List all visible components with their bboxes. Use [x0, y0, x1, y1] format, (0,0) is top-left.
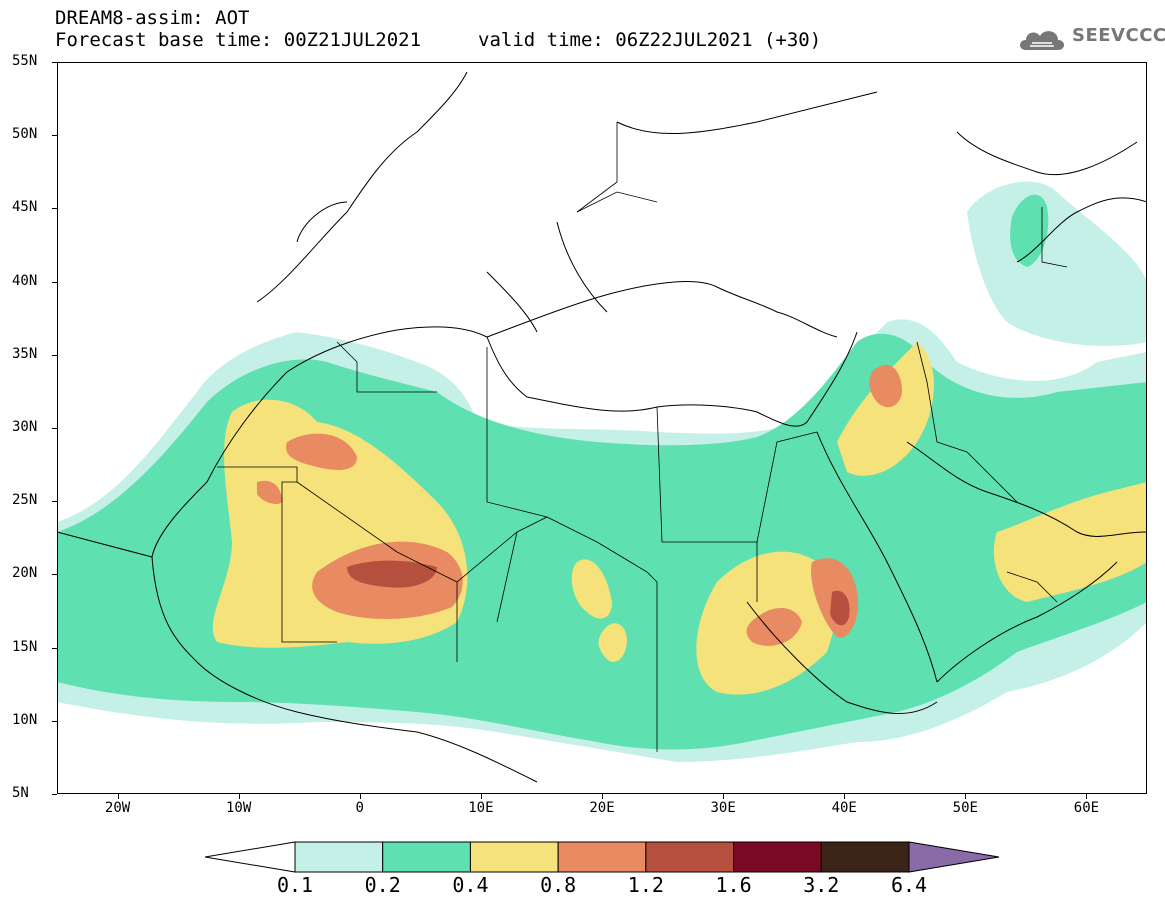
map-title: DREAM8-assim: AOT — [55, 7, 250, 29]
lon-label: 50E — [952, 800, 978, 816]
lon-tick — [117, 794, 119, 799]
lon-label: 20E — [589, 800, 615, 816]
colorbar-box — [382, 841, 471, 873]
colorbar-label: 1.2 — [627, 873, 664, 897]
lat-label: 5N — [12, 785, 29, 801]
lat-tick — [52, 647, 57, 649]
lat-tick — [52, 354, 57, 356]
lon-label: 30E — [710, 800, 736, 816]
lat-tick — [52, 794, 57, 795]
lon-tick — [1086, 794, 1088, 799]
lon-label: 10E — [468, 800, 494, 816]
colorbar-box — [733, 841, 822, 873]
colorbar-label: 0.8 — [540, 873, 577, 897]
lat-label: 25N — [12, 492, 38, 509]
lon-label: 60E — [1073, 800, 1100, 816]
lon-tick — [965, 794, 967, 799]
lat-label: 35N — [12, 345, 38, 362]
lon-label: 0 — [355, 800, 364, 816]
lat-label: 50N — [12, 126, 38, 143]
country-borders — [217, 122, 1068, 752]
colorbar-box — [294, 841, 384, 873]
colorbar-low-triangle — [205, 841, 296, 873]
lat-tick — [52, 501, 57, 503]
logo-text: SEEVCCC — [1072, 25, 1165, 46]
lat-label: 30N — [12, 419, 38, 435]
colorbar-box — [645, 841, 735, 873]
lon-tick — [480, 794, 482, 799]
colorbar-box — [557, 841, 647, 873]
aot-map — [57, 62, 1147, 794]
lon-tick — [844, 794, 846, 799]
lat-label: 10N — [12, 711, 38, 728]
colorbar — [205, 841, 1000, 873]
cloud-logo-icon — [1020, 31, 1064, 50]
aot-band-1.2 — [347, 560, 850, 626]
lat-tick — [52, 720, 57, 722]
colorbar-label: 0.4 — [452, 873, 489, 897]
lat-label: 20N — [12, 565, 38, 582]
lat-label: 40N — [12, 272, 38, 289]
lon-tick — [723, 794, 725, 799]
lat-tick — [52, 135, 57, 137]
colorbar-label: 3.2 — [803, 873, 840, 897]
colorbar-label: 1.6 — [715, 873, 752, 897]
colorbar-label: 6.4 — [890, 873, 928, 897]
lat-tick — [52, 208, 57, 210]
lat-tick — [52, 62, 57, 63]
coastlines — [57, 71, 1147, 783]
lon-label: 40E — [831, 800, 857, 816]
aot-band-0.8 — [257, 364, 902, 646]
lat-label: 15N — [12, 638, 38, 655]
colorbar-box — [820, 841, 910, 873]
lon-tick — [602, 794, 603, 799]
forecast-base-time: Forecast base time: 00Z21JUL2021 — [55, 29, 422, 51]
lat-label: 55N — [12, 53, 38, 69]
colorbar-box — [469, 841, 559, 873]
lon-tick — [238, 794, 240, 799]
colorbar-high-triangle — [908, 841, 1000, 873]
lon-tick — [359, 794, 361, 799]
valid-time: valid time: 06Z22JUL2021 (+30) — [478, 29, 822, 51]
lon-label: 10W — [226, 800, 252, 816]
lat-label: 45N — [12, 199, 38, 216]
lat-tick — [52, 281, 57, 283]
colorbar-label: 0.2 — [364, 873, 401, 897]
lat-tick — [52, 574, 57, 576]
lon-label: 20W — [104, 800, 131, 816]
colorbar-label: 0.1 — [276, 873, 314, 897]
lat-tick — [52, 428, 57, 429]
